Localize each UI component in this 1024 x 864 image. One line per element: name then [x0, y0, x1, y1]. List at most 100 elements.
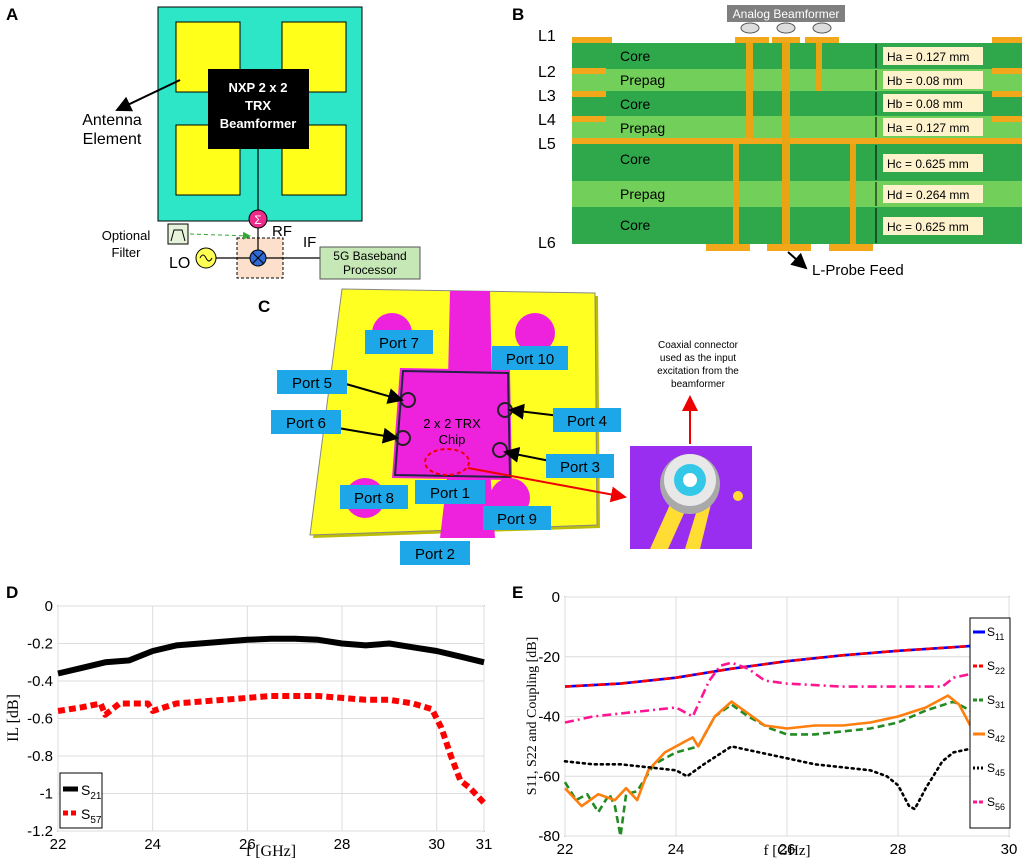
chart-d-series: [57, 635, 487, 805]
y-tick-label: -1.2: [27, 823, 53, 840]
panel-c-letter: C: [258, 297, 270, 316]
height-box: [883, 94, 983, 112]
copper-pad: [992, 68, 1022, 74]
copper-pad: [992, 116, 1022, 122]
rf-label: RF: [272, 223, 292, 240]
chart-e-series: [563, 642, 1011, 838]
series-line-s21: [57, 635, 485, 677]
height-box: [883, 47, 983, 65]
port-box: [340, 485, 408, 509]
inset-via: [733, 491, 743, 501]
via: [733, 144, 739, 244]
lo-label: LO: [169, 255, 190, 272]
solder-ball: [812, 22, 832, 34]
y-tick-label: 0: [45, 598, 53, 615]
filter-dashed-arrow: [189, 231, 251, 240]
port-arrow: [508, 403, 561, 420]
bottom-pad: [767, 244, 811, 251]
panel-b: B Analog Beamformer L1 L2: [512, 5, 1022, 279]
port-box: [492, 346, 568, 370]
height-box: [883, 217, 983, 235]
copper-pad: [572, 91, 606, 97]
port-box: [400, 541, 470, 565]
antenna-arrow: [115, 79, 181, 112]
material-label: Prepag: [620, 120, 665, 136]
port-label: Port 3: [560, 459, 600, 476]
port-label: Port 5: [292, 375, 332, 392]
chart-e-xlabel: f [GHz]: [763, 843, 810, 859]
legend-label-s21: S21: [81, 782, 102, 802]
port-box: [415, 480, 485, 504]
copper-pad: [992, 37, 1022, 43]
y-tick-label: -80: [538, 828, 560, 845]
layer-label-l2: L2: [538, 64, 556, 81]
chart-e-legend: [969, 617, 1011, 829]
copper-pad: [772, 37, 800, 43]
filter-label-2: Filter: [112, 245, 142, 260]
connector-note-4: beamformer: [671, 379, 726, 390]
panel-e: E 22 24 26 28 30 0 -20 -40 -60 -80 f [GHz] S11, S…: [512, 583, 1017, 859]
port-arrow: [345, 383, 404, 404]
chart-d-ylabel: IL [dB]: [5, 694, 22, 742]
layer-label-l6: L6: [538, 235, 556, 252]
chip-label-2: Chip: [439, 432, 466, 447]
x-tick-label: 24: [144, 836, 161, 853]
chart-e-legend-items: S11 S22 S31 S42 S45 S56: [973, 625, 1005, 812]
series-line-s42: [564, 694, 1010, 808]
x-tick-label: 22: [50, 836, 67, 853]
chart-d-xlabel: f [GHz]: [246, 843, 296, 859]
port-label: Port 8: [354, 490, 394, 507]
layer-label-l4: L4: [538, 112, 556, 129]
height-box: [883, 154, 983, 172]
y-tick-label: -60: [538, 768, 560, 785]
y-tick-label: -0.6: [27, 711, 53, 728]
x-tick-label: 28: [334, 836, 351, 853]
chip-line-2: TRX: [245, 98, 271, 113]
height-label: Hb = 0.08 mm: [887, 74, 963, 88]
connector-highlight: [424, 448, 470, 476]
port-arrow: [337, 427, 399, 444]
height-label: Ha = 0.127 mm: [887, 50, 969, 64]
legend-label-s45: S45: [987, 761, 1005, 778]
port-label: Port 6: [286, 415, 326, 432]
chart-d-legend: [59, 772, 103, 829]
antenna-label-2: Element: [83, 131, 142, 148]
legend-label-s31: S31: [987, 693, 1005, 710]
via: [782, 43, 790, 244]
chip-label-1: 2 x 2 TRX: [423, 416, 481, 431]
series-line-s57: [57, 693, 487, 805]
height-box: [883, 185, 983, 203]
panel-d: D 22 24 26 28 30 31 0 -0.2 -0.4 -0.6 -0.8 -1 -1.2 f …: [5, 583, 492, 860]
y-tick-label: -1: [40, 786, 53, 803]
port-box: [483, 506, 551, 530]
chart-e-ylabel: S11, S22 and Coupling [dB]: [525, 637, 540, 796]
height-label: Hd = 0.264 mm: [887, 188, 969, 202]
chart-e-ticks: 22 24 26 28 30 0 -20 -40 -60 -80: [538, 589, 1017, 858]
height-label: Hc = 0.625 mm: [887, 157, 969, 171]
legend-label-s57: S57: [81, 806, 102, 826]
port-box: [365, 330, 433, 354]
x-tick-label: 28: [890, 841, 907, 858]
ground-plane-l5: [572, 138, 1022, 144]
x-tick-label: 30: [428, 836, 445, 853]
chart-d-ticks: 22 24 26 28 30 31 0 -0.2 -0.4 -0.6 -0.8 -1 -1.2: [27, 598, 492, 853]
connector-note-1: Coaxial connector: [658, 340, 739, 351]
material-label: Core: [620, 48, 651, 64]
port-label: Port 1: [430, 485, 470, 502]
y-tick-label: -40: [538, 709, 560, 726]
port-label: Port 9: [497, 511, 537, 528]
x-tick-label: 31: [476, 836, 493, 853]
chip-line-3: Beamformer: [220, 116, 297, 131]
solder-ball: [776, 22, 796, 34]
y-tick-label: -0.4: [27, 673, 53, 690]
antenna-label-1: Antenna: [82, 112, 142, 129]
legend-label-s56: S56: [987, 795, 1005, 812]
connector-note-3: excitation from the: [657, 366, 739, 377]
panel-a-letter: A: [6, 5, 18, 24]
chart-d-gridlines: [57, 605, 485, 832]
copper-pad: [992, 91, 1022, 97]
material-label: Prepag: [620, 186, 665, 202]
panel-d-letter: D: [6, 583, 18, 602]
feed-arrow: [787, 251, 808, 270]
